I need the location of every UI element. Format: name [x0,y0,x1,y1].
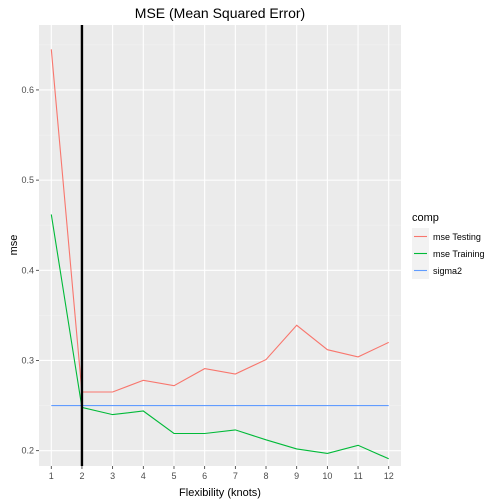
x-tick-label: 1 [49,471,54,481]
series-line-mse-training [50,214,389,460]
legend-label-mse-training: mse Training [433,249,485,259]
y-tick-label: 0.6 [21,85,34,95]
legend-label-sigma2: sigma2 [433,266,462,276]
x-tick-label: 12 [384,471,394,481]
y-axis-title: mse [8,235,20,256]
y-tick-label: 0.2 [21,446,34,456]
legend-label-mse-testing: mse Testing [433,232,481,242]
x-tick-label: 3 [110,471,115,481]
y-tick-label: 0.4 [21,265,34,275]
x-axis: 1 2 3 4 5 6 7 8 9 10 11 12 [49,466,394,481]
legend: comp mse Testing mse Training sigma2 [412,212,485,279]
x-tick-label: 10 [322,471,332,481]
x-axis-title: Flexibility (knots) [179,487,261,499]
chart-title: MSE (Mean Squared Error) [135,5,305,21]
y-axis: 0.2 0.3 0.4 0.5 0.6 [21,85,39,456]
legend-title: comp [412,212,439,224]
x-tick-label: 6 [202,471,207,481]
series-layer [50,49,389,460]
series-line-mse-testing [50,49,389,393]
x-tick-label: 5 [171,471,176,481]
y-tick-label: 0.5 [21,175,34,185]
x-tick-label: 11 [353,471,362,481]
y-tick-label: 0.3 [21,355,34,365]
x-tick-label: 8 [264,471,269,481]
x-tick-label: 2 [79,471,84,481]
x-tick-label: 7 [233,471,238,481]
x-tick-label: 4 [141,471,146,481]
plot-panel [39,25,401,466]
x-tick-label: 9 [294,471,299,481]
